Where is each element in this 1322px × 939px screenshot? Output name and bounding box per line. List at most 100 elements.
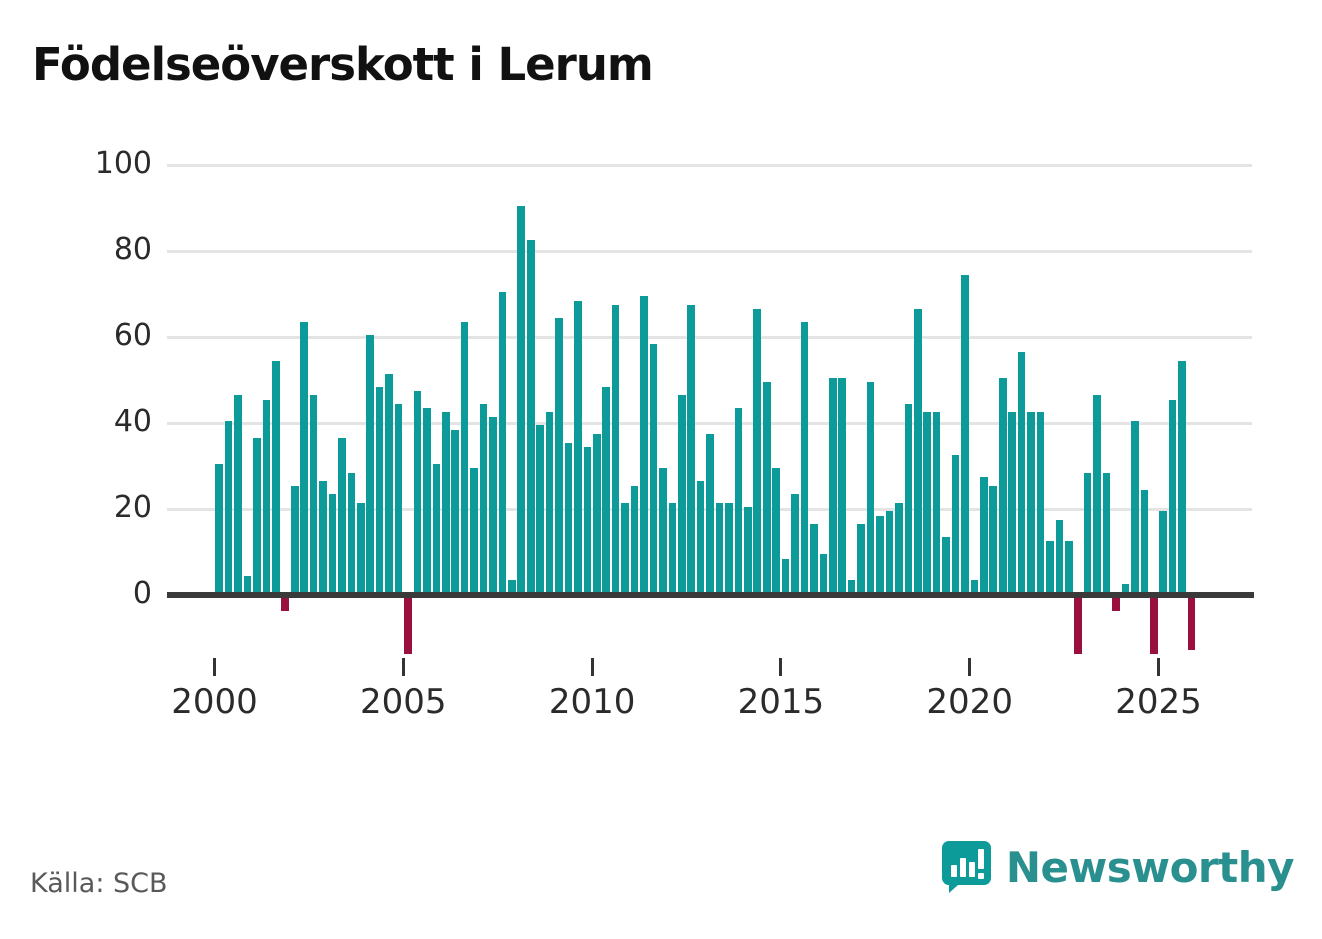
y-axis-label-0: 0 [132, 576, 152, 611]
x-tick-label-2015: 2015 [737, 682, 825, 722]
bar-2023Q2 [1093, 395, 1101, 593]
bar-2005Q1 [404, 598, 412, 654]
bar-2022Q2 [1055, 519, 1064, 593]
bar-2001Q3 [272, 360, 280, 593]
bar-2018Q1 [895, 502, 903, 593]
bar-2006Q4 [470, 468, 478, 593]
y-axis-label-20: 20 [113, 490, 152, 525]
bar-2016Q3 [838, 378, 847, 593]
bar-2008Q4 [545, 412, 554, 593]
bar-2012Q4 [696, 481, 705, 593]
bar-2015Q1 [781, 558, 790, 593]
bar-2010Q4 [621, 502, 629, 593]
bar-2002Q2 [300, 322, 308, 593]
bar-2019Q2 [942, 537, 950, 593]
y-axis-label-40: 40 [113, 404, 152, 439]
bar-2009Q2 [564, 442, 573, 593]
bar-2022Q1 [1046, 541, 1054, 593]
bar-2001Q4 [281, 598, 290, 611]
bar-2010Q3 [611, 304, 620, 593]
bar-2003Q1 [328, 494, 337, 593]
x-tick-label-2020: 2020 [926, 682, 1013, 722]
bar-2002Q4 [319, 481, 327, 593]
bar-2009Q3 [574, 300, 582, 593]
source-label: Källa: SCB [30, 868, 168, 899]
bar-2024Q4 [1149, 598, 1158, 654]
bar-2013Q3 [725, 502, 733, 593]
bar-2015Q2 [791, 494, 799, 593]
bar-2006Q1 [441, 412, 450, 593]
bar-2002Q3 [309, 395, 318, 593]
bar-2007Q1 [479, 403, 488, 593]
bar-2018Q3 [913, 309, 922, 593]
bar-2021Q4 [1036, 412, 1045, 593]
x-tick-2015 [779, 658, 783, 676]
bar-2004Q3 [385, 373, 393, 593]
bar-2024Q1 [1121, 584, 1130, 593]
x-tick-2020 [968, 658, 972, 676]
x-tick-2005 [401, 658, 405, 676]
bar-2017Q3 [876, 515, 884, 593]
bar-2025Q4 [1187, 598, 1196, 650]
bar-2020Q3 [989, 485, 998, 593]
bar-2005Q4 [432, 464, 441, 593]
bar-2015Q4 [810, 524, 818, 593]
bar-2025Q3 [1178, 360, 1186, 593]
gridline-80 [167, 249, 1252, 253]
y-axis-label-80: 80 [113, 232, 152, 267]
bar-2020Q1 [970, 580, 979, 593]
bar-2011Q1 [630, 485, 639, 593]
bar-2005Q2 [413, 390, 422, 593]
bar-2000Q4 [243, 575, 252, 593]
bar-2016Q2 [829, 378, 837, 593]
bar-2002Q1 [290, 485, 299, 593]
gridline-60 [167, 335, 1252, 339]
bar-2014Q3 [762, 382, 771, 593]
bar-2017Q2 [866, 382, 875, 593]
bar-2010Q1 [593, 433, 601, 593]
x-tick-2010 [590, 658, 594, 676]
bar-2005Q3 [423, 408, 431, 593]
bar-2004Q4 [394, 403, 403, 593]
bar-2016Q4 [847, 580, 856, 593]
bar-2020Q2 [980, 476, 988, 593]
bar-2025Q2 [1168, 399, 1177, 593]
bar-2003Q2 [338, 438, 346, 593]
bar-2014Q2 [753, 309, 762, 593]
bar-2010Q2 [602, 386, 611, 593]
bar-2021Q2 [1017, 352, 1026, 593]
bar-2012Q2 [677, 395, 686, 593]
bar-2017Q1 [857, 524, 865, 593]
bar-2000Q2 [224, 421, 233, 593]
bar-2013Q4 [734, 408, 743, 593]
bar-2018Q4 [923, 412, 931, 593]
bar-2019Q4 [961, 274, 969, 593]
bar-2015Q3 [800, 322, 809, 593]
bar-2023Q4 [1112, 598, 1120, 611]
bar-2017Q4 [885, 511, 894, 593]
bar-2021Q3 [1027, 412, 1035, 593]
newsworthy-logo-icon [941, 840, 992, 894]
bar-2008Q2 [526, 240, 535, 593]
bar-2012Q3 [687, 304, 695, 593]
bar-2011Q4 [659, 468, 667, 593]
bar-2022Q4 [1074, 598, 1083, 654]
bar-2004Q2 [375, 386, 384, 593]
gridline-40 [167, 421, 1252, 425]
bar-2007Q4 [508, 580, 516, 593]
x-tick-label-2000: 2000 [171, 682, 258, 722]
bar-2013Q2 [715, 502, 724, 593]
bar-2007Q2 [489, 416, 497, 593]
chart-title: Födelseöverskott i Lerum [32, 38, 654, 91]
bar-2024Q2 [1131, 421, 1139, 593]
bar-2019Q3 [951, 455, 960, 593]
bar-2025Q1 [1159, 511, 1167, 593]
x-tick-2025 [1157, 658, 1160, 676]
y-axis-label-60: 60 [113, 318, 152, 353]
bar-2021Q1 [1008, 412, 1016, 593]
bar-2013Q1 [706, 433, 714, 593]
bar-2001Q1 [253, 438, 261, 593]
bar-2006Q2 [451, 429, 459, 593]
